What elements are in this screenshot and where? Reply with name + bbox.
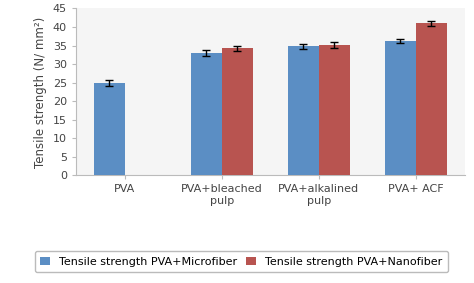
Bar — [416, 23, 447, 175]
Bar — [222, 48, 253, 175]
Bar — [288, 46, 319, 175]
Bar — [191, 53, 222, 175]
Bar — [93, 83, 125, 175]
Bar — [385, 41, 416, 175]
Legend: Tensile strength PVA+Microfiber, Tensile strength PVA+Nanofiber: Tensile strength PVA+Microfiber, Tensile… — [35, 251, 448, 272]
Bar — [319, 45, 350, 175]
Y-axis label: Tensile strength (N/ mm²): Tensile strength (N/ mm²) — [34, 16, 47, 168]
